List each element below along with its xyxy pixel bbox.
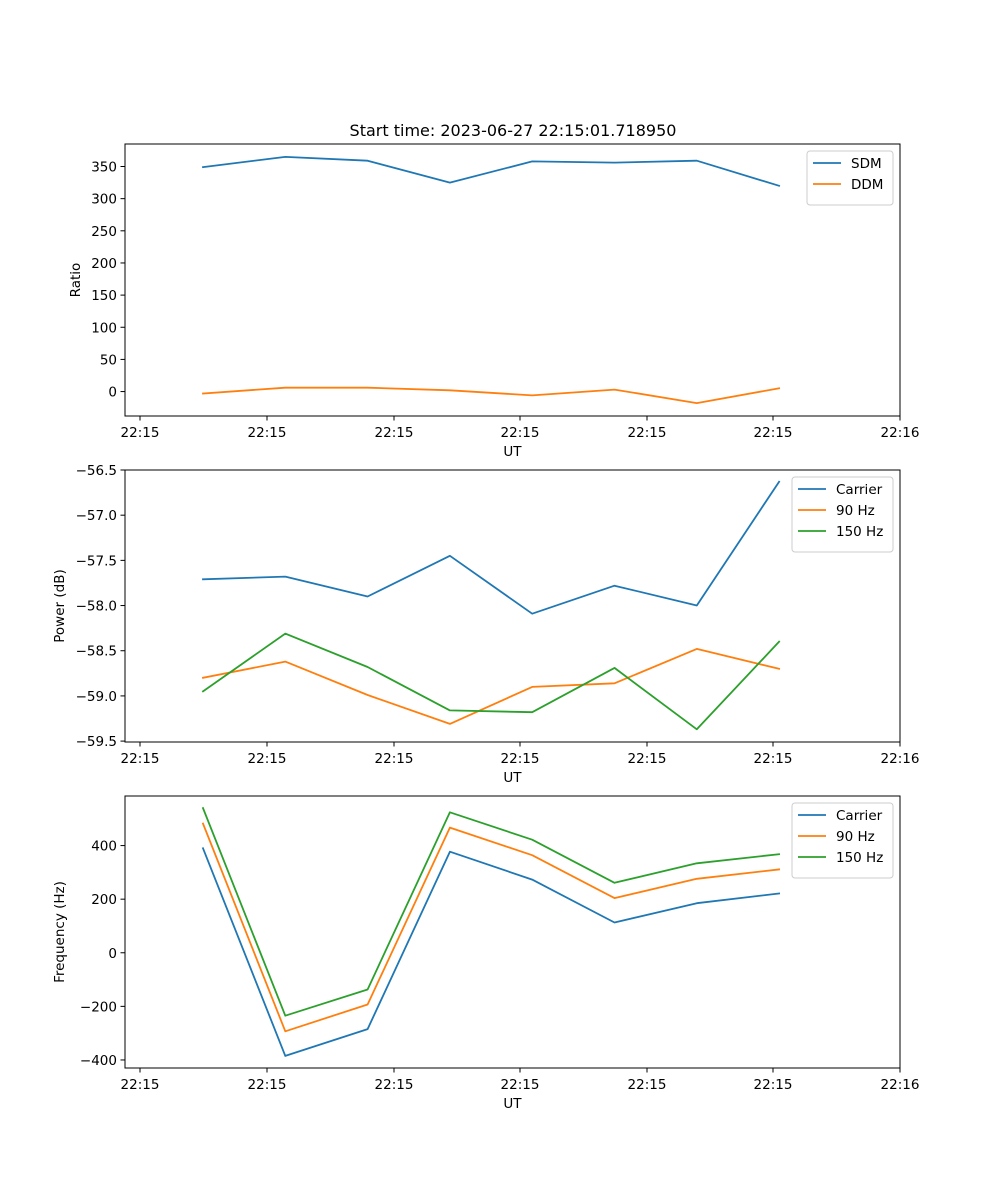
series-line-sdm	[201, 155, 781, 187]
y-tick-label: −59.0	[76, 689, 117, 705]
figure-title: Start time: 2023-06-27 22:15:01.718950	[350, 121, 677, 140]
x-tick-label: 22:15	[754, 425, 793, 441]
x-tick-label: 22:15	[628, 751, 667, 767]
y-tick-label: 0	[108, 385, 117, 401]
y-tick-label: −59.5	[76, 734, 117, 750]
legend-label: Carrier	[836, 808, 883, 824]
y-tick-label: −57.0	[76, 508, 117, 524]
x-tick-label: 22:15	[121, 1077, 160, 1093]
x-tick-label: 22:15	[754, 751, 793, 767]
x-tick-label: 22:15	[375, 425, 414, 441]
legend: Carrier 90 Hz 150 Hz	[791, 802, 894, 879]
x-axis-label: UT	[503, 444, 522, 460]
y-tick-label: −58.5	[76, 644, 117, 660]
y-tick-label: 300	[91, 192, 117, 208]
x-tick-label: 22:16	[881, 751, 920, 767]
axes-frame	[124, 795, 901, 1069]
y-axis-label: Ratio	[68, 263, 84, 298]
y-tick-label: −56.5	[76, 463, 117, 479]
y-tick-label: 200	[91, 892, 117, 908]
x-tick-label: 22:15	[501, 1077, 540, 1093]
legend-label: DDM	[851, 177, 883, 193]
subplot-2: 22:15 22:15 22:15 22:15 22:15 22:15 22:16 −59.5…	[52, 463, 919, 786]
y-tick-label: 400	[91, 839, 117, 855]
legend-label: Carrier	[836, 482, 883, 498]
x-tick-label: 22:16	[881, 1077, 920, 1093]
x-tick-label: 22:15	[121, 751, 160, 767]
x-tick-label: 22:15	[248, 425, 287, 441]
legend-box	[791, 476, 894, 553]
axes-frame	[124, 143, 901, 417]
y-tick-label: −57.5	[76, 553, 117, 569]
y-tick-label: 50	[100, 352, 117, 368]
x-tick-label: 22:15	[375, 751, 414, 767]
x-axis-label: UT	[503, 1096, 522, 1112]
x-tick-label: 22:15	[501, 751, 540, 767]
x-tick-label: 22:15	[248, 1077, 287, 1093]
x-tick-label: 22:15	[628, 1077, 667, 1093]
legend-label: 150 Hz	[836, 850, 883, 866]
legend-box	[791, 802, 894, 879]
y-axis-label: Power (dB)	[52, 569, 68, 642]
legend: SDM DDM	[806, 150, 894, 206]
legend-box	[806, 150, 894, 206]
series-line-150-hz	[201, 806, 781, 1017]
x-tick-label: 22:15	[628, 425, 667, 441]
y-tick-label: 150	[91, 288, 117, 304]
y-tick-label: 250	[91, 224, 117, 240]
x-tick-label: 22:15	[375, 1077, 414, 1093]
x-tick-label: 22:15	[501, 425, 540, 441]
y-tick-label: −400	[80, 1053, 117, 1069]
y-tick-label: −200	[80, 999, 117, 1015]
subplot-3: 22:15 22:15 22:15 22:15 22:15 22:15 22:16 −400 −…	[52, 795, 920, 1112]
y-tick-label: −58.0	[76, 599, 117, 615]
legend: Carrier 90 Hz 150 Hz	[791, 476, 894, 553]
x-tick-label: 22:15	[248, 751, 287, 767]
x-tick-label: 22:15	[754, 1077, 793, 1093]
series-line-carrier	[201, 847, 781, 1057]
series-line-carrier	[202, 480, 781, 615]
x-axis-label: UT	[503, 770, 522, 786]
series-line-90-hz	[201, 822, 781, 1033]
x-tick-label: 22:16	[881, 425, 920, 441]
y-tick-label: 100	[91, 320, 117, 336]
y-tick-label: 0	[108, 946, 117, 962]
legend-label: SDM	[851, 156, 882, 172]
subplots: 22:15 22:15 22:15 22:15 22:15 22:15 22:16 0 50 10…	[52, 143, 920, 1112]
x-tick-label: 22:15	[121, 425, 160, 441]
legend-label: 150 Hz	[836, 524, 883, 540]
y-tick-label: 350	[91, 160, 117, 176]
legend-label: 90 Hz	[836, 503, 875, 519]
legend-label: 90 Hz	[836, 829, 875, 845]
y-tick-label: 200	[91, 256, 117, 272]
series-line-90-hz	[201, 648, 781, 725]
series-line-150-hz	[201, 632, 781, 731]
series-line-ddm	[202, 386, 781, 405]
subplot-1: 22:15 22:15 22:15 22:15 22:15 22:15 22:16 0 50 10…	[68, 143, 920, 460]
y-axis-label: Frequency (Hz)	[52, 881, 68, 983]
